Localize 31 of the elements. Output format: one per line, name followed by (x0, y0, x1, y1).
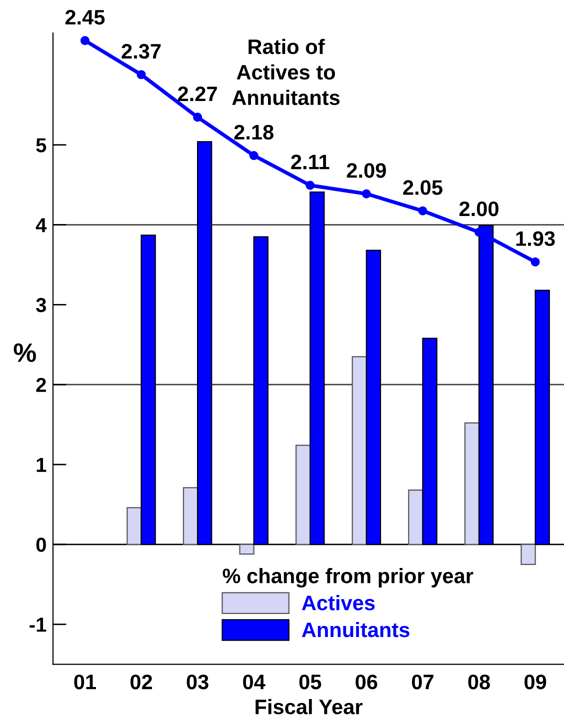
x-tick-label: 06 (356, 674, 378, 690)
legend-label: Annuitants (302, 622, 410, 638)
x-axis-title: Fiscal Year (256, 699, 362, 714)
y-tick-label: 2 (36, 378, 46, 392)
x-tick-label: 04 (243, 674, 266, 690)
data-label: 1.93 (516, 231, 555, 246)
data-label: 2.45 (65, 10, 105, 25)
y-tick-label: 5 (36, 138, 46, 152)
data-label: 2.37 (122, 44, 161, 59)
x-tick-label: 08 (468, 674, 490, 690)
y-tick-label: 3 (36, 298, 46, 312)
x-tick-label: 09 (524, 674, 546, 690)
y-tick-label: 1 (36, 458, 46, 472)
x-tick-label: 07 (412, 674, 434, 690)
y-tick-label: 0 (36, 538, 46, 552)
y-axis-title: % (14, 343, 36, 362)
x-tick-label: 05 (299, 674, 322, 690)
legend-title: % change from prior year (222, 568, 474, 588)
data-label: 2.05 (403, 180, 442, 195)
legend-label: Actives (302, 595, 375, 610)
data-label: 2.09 (346, 163, 386, 178)
data-label: 2.00 (459, 201, 498, 216)
x-tick-label: 02 (130, 674, 152, 690)
y-tick-label: 4 (36, 218, 47, 232)
data-label: 2.18 (234, 124, 274, 140)
annotation: Ratio of Actives to Annuitants (232, 38, 340, 106)
data-label: 2.27 (178, 86, 217, 102)
x-tick-label: 03 (186, 674, 208, 690)
x-tick-label: 01 (74, 674, 96, 690)
y-tick-label: -1 (30, 618, 46, 632)
data-label: 2.11 (291, 154, 330, 170)
